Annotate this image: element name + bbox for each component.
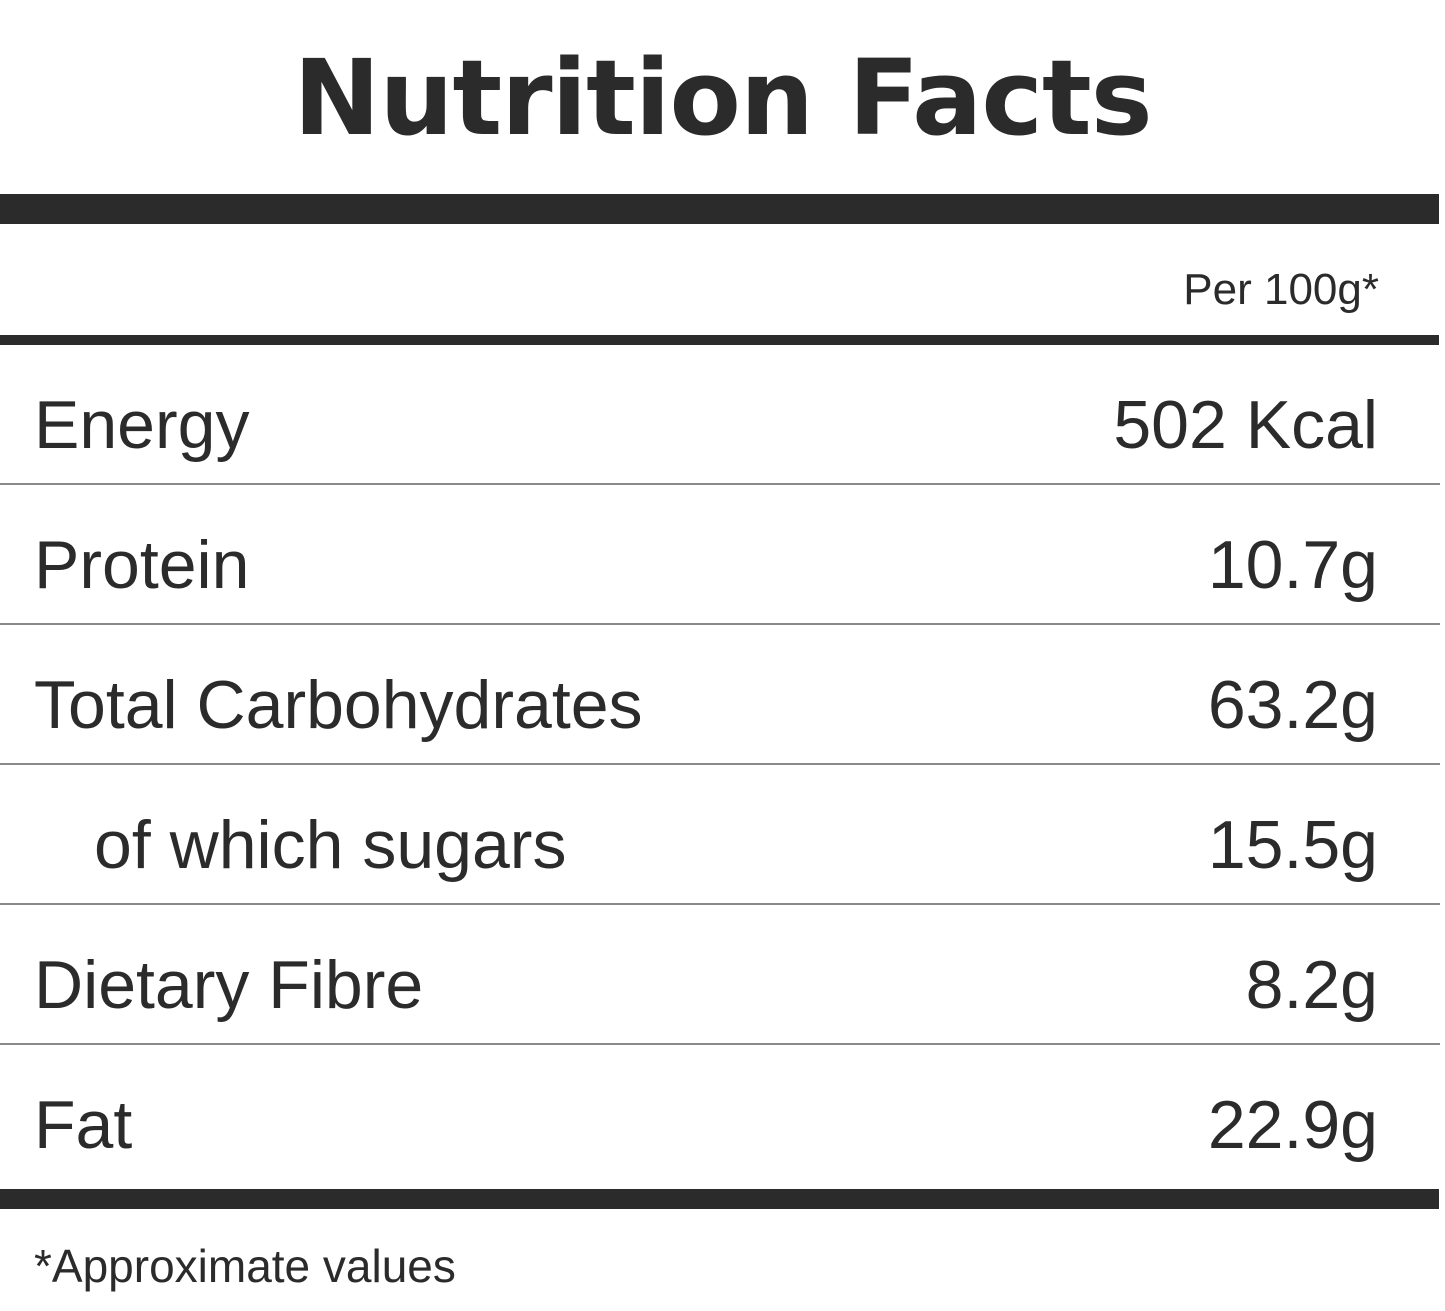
nutrition-table: Energy 502 Kcal Protein 10.7g Total Carb… xyxy=(0,345,1440,1185)
bottom-thick-rule xyxy=(0,1189,1439,1209)
nutrient-name: Protein xyxy=(34,527,250,603)
nutrient-value: 15.5g xyxy=(1207,807,1378,883)
nutrient-row-protein: Protein 10.7g xyxy=(0,485,1440,625)
row-divider xyxy=(0,623,1440,625)
nutrient-value: 10.7g xyxy=(1207,527,1378,603)
nutrient-name: Fat xyxy=(34,1087,133,1163)
nutrient-row-carbohydrates: Total Carbohydrates 63.2g xyxy=(0,625,1440,765)
row-divider xyxy=(0,483,1440,485)
row-divider xyxy=(0,903,1440,905)
top-thick-rule xyxy=(0,194,1439,224)
nutrient-row-energy: Energy 502 Kcal xyxy=(0,345,1440,485)
header-rule xyxy=(0,335,1439,345)
nutrient-value: 502 Kcal xyxy=(1113,387,1378,463)
row-divider xyxy=(0,1043,1440,1045)
nutrient-name: Total Carbohydrates xyxy=(34,667,643,743)
nutrient-value: 8.2g xyxy=(1245,947,1378,1023)
nutrient-name: Energy xyxy=(34,387,250,463)
nutrient-name: Dietary Fibre xyxy=(34,947,424,1023)
per-serving-label: Per 100g* xyxy=(1183,265,1379,314)
nutrient-value: 63.2g xyxy=(1207,667,1378,743)
nutrient-row-fat: Fat 22.9g xyxy=(0,1045,1440,1185)
footnote: *Approximate values xyxy=(34,1240,456,1292)
page-title: Nutrition Facts xyxy=(293,37,1152,159)
nutrient-row-sugars: of which sugars 15.5g xyxy=(0,765,1440,905)
nutrient-value: 22.9g xyxy=(1207,1087,1378,1163)
nutrient-name: of which sugars xyxy=(94,807,567,883)
nutrient-row-fibre: Dietary Fibre 8.2g xyxy=(0,905,1440,1045)
row-divider xyxy=(0,763,1440,765)
